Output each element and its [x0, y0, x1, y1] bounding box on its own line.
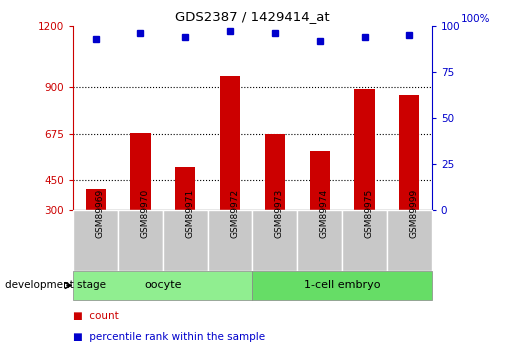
- Bar: [73, 271, 252, 300]
- Bar: [355, 89, 375, 210]
- Text: 100%: 100%: [461, 14, 490, 24]
- Text: GSM89999: GSM89999: [410, 189, 418, 238]
- Text: ■  percentile rank within the sample: ■ percentile rank within the sample: [73, 332, 265, 342]
- Bar: [399, 95, 420, 210]
- Text: ■  count: ■ count: [73, 311, 119, 321]
- Text: development stage: development stage: [5, 280, 106, 290]
- Bar: [220, 76, 240, 210]
- Text: GSM89973: GSM89973: [275, 189, 284, 238]
- Bar: [342, 210, 387, 271]
- Text: GSM89972: GSM89972: [230, 189, 239, 238]
- Bar: [175, 167, 195, 210]
- Bar: [118, 210, 163, 271]
- Bar: [265, 134, 285, 210]
- Text: GSM89970: GSM89970: [140, 189, 149, 238]
- Bar: [163, 210, 208, 271]
- Text: GSM89969: GSM89969: [95, 189, 105, 238]
- Bar: [297, 210, 342, 271]
- Bar: [387, 210, 432, 271]
- Bar: [208, 210, 252, 271]
- Bar: [73, 210, 118, 271]
- Bar: [85, 189, 106, 210]
- Bar: [130, 132, 150, 210]
- Text: GSM89971: GSM89971: [185, 189, 194, 238]
- Title: GDS2387 / 1429414_at: GDS2387 / 1429414_at: [175, 10, 330, 23]
- Bar: [310, 151, 330, 210]
- Text: oocyte: oocyte: [144, 280, 182, 290]
- Text: GSM89975: GSM89975: [365, 189, 374, 238]
- Bar: [252, 271, 432, 300]
- Bar: [252, 210, 297, 271]
- Text: 1-cell embryo: 1-cell embryo: [304, 280, 380, 290]
- Text: GSM89974: GSM89974: [320, 189, 329, 238]
